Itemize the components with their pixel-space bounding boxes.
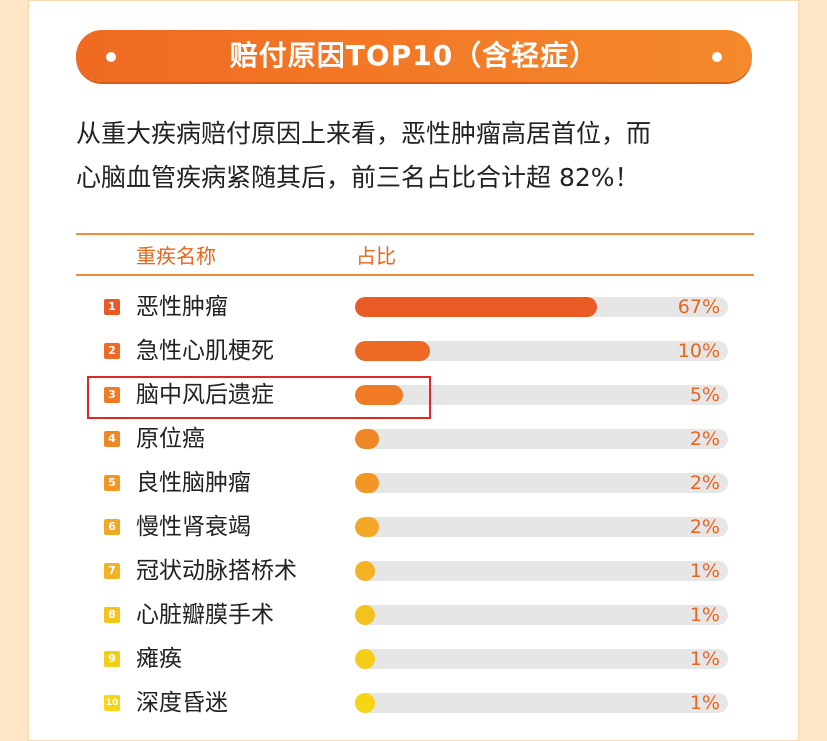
bar-track bbox=[355, 649, 728, 669]
value-label: 1% bbox=[689, 648, 720, 670]
rank-badge: 4 bbox=[104, 431, 120, 447]
chart-row: 3 脑中风后遗症 5% bbox=[0, 373, 827, 417]
table-header-divider bbox=[76, 274, 754, 276]
value-label: 67% bbox=[677, 296, 720, 318]
rank-badge: 2 bbox=[104, 343, 120, 359]
value-label: 1% bbox=[689, 560, 720, 582]
category-label: 慢性肾衰竭 bbox=[136, 514, 251, 540]
bar bbox=[355, 385, 403, 405]
bar-track bbox=[355, 429, 728, 449]
rank-badge: 8 bbox=[104, 607, 120, 623]
chart-row: 7 冠状动脉搭桥术 1% bbox=[0, 549, 827, 593]
category-label: 脑中风后遗症 bbox=[136, 382, 274, 408]
bar-track bbox=[355, 297, 728, 317]
chart-row: 6 慢性肾衰竭 2% bbox=[0, 505, 827, 549]
description-line-2: 心脑血管疾病紧随其后，前三名占比合计超 82%！ bbox=[76, 163, 640, 192]
rank-badge: 3 bbox=[104, 387, 120, 403]
column-header-name: 重疾名称 bbox=[136, 244, 216, 268]
bar bbox=[355, 473, 379, 493]
left-dot-icon bbox=[106, 52, 116, 62]
rank-badge: 7 bbox=[104, 563, 120, 579]
bar bbox=[355, 517, 379, 537]
category-label: 瘫痪 bbox=[136, 646, 182, 672]
category-label: 深度昏迷 bbox=[136, 690, 228, 716]
category-label: 恶性肿瘤 bbox=[136, 294, 228, 320]
description-line-1: 从重大疾病赔付原因上来看，恶性肿瘤高居首位，而 bbox=[76, 119, 652, 148]
bar bbox=[355, 693, 375, 713]
rank-badge: 10 bbox=[104, 695, 120, 711]
value-label: 2% bbox=[689, 428, 720, 450]
chart-row: 8 心脏瓣膜手术 1% bbox=[0, 593, 827, 637]
value-label: 5% bbox=[689, 384, 720, 406]
chart-row: 5 良性脑肿瘤 2% bbox=[0, 461, 827, 505]
category-label: 冠状动脉搭桥术 bbox=[136, 558, 297, 584]
chart-row: 1 恶性肿瘤 67% bbox=[0, 285, 827, 329]
table-top-divider bbox=[76, 233, 754, 235]
bar-track bbox=[355, 517, 728, 537]
bar-track bbox=[355, 605, 728, 625]
bar bbox=[355, 561, 375, 581]
title-banner: 赔付原因TOP10（含轻症） bbox=[76, 30, 752, 82]
chart-title: 赔付原因TOP10（含轻症） bbox=[229, 39, 599, 72]
value-label: 1% bbox=[689, 604, 720, 626]
bar-track bbox=[355, 473, 728, 493]
bar-track bbox=[355, 341, 728, 361]
rank-badge: 5 bbox=[104, 475, 120, 491]
bar bbox=[355, 605, 375, 625]
bar bbox=[355, 429, 379, 449]
right-dot-icon bbox=[712, 52, 722, 62]
category-label: 原位癌 bbox=[136, 426, 205, 452]
column-header-ratio: 占比 bbox=[356, 244, 396, 268]
bar-track bbox=[355, 693, 728, 713]
rank-badge: 9 bbox=[104, 651, 120, 667]
value-label: 2% bbox=[689, 472, 720, 494]
bar bbox=[355, 649, 375, 669]
bar bbox=[355, 297, 597, 317]
chart-row: 2 急性心肌梗死 10% bbox=[0, 329, 827, 373]
value-label: 10% bbox=[677, 340, 720, 362]
category-label: 急性心肌梗死 bbox=[136, 338, 274, 364]
description-text: 从重大疾病赔付原因上来看，恶性肿瘤高居首位，而 心脑血管疾病紧随其后，前三名占比… bbox=[76, 112, 766, 200]
chart-row: 4 原位癌 2% bbox=[0, 417, 827, 461]
value-label: 2% bbox=[689, 516, 720, 538]
rank-badge: 1 bbox=[104, 299, 120, 315]
chart-row: 9 瘫痪 1% bbox=[0, 637, 827, 681]
bar-track bbox=[355, 561, 728, 581]
bar-track bbox=[355, 385, 728, 405]
rank-badge: 6 bbox=[104, 519, 120, 535]
value-label: 1% bbox=[689, 692, 720, 714]
category-label: 心脏瓣膜手术 bbox=[136, 602, 274, 628]
category-label: 良性脑肿瘤 bbox=[136, 470, 251, 496]
chart-row: 10 深度昏迷 1% bbox=[0, 681, 827, 725]
bar bbox=[355, 341, 430, 361]
highlight-box bbox=[87, 376, 431, 419]
